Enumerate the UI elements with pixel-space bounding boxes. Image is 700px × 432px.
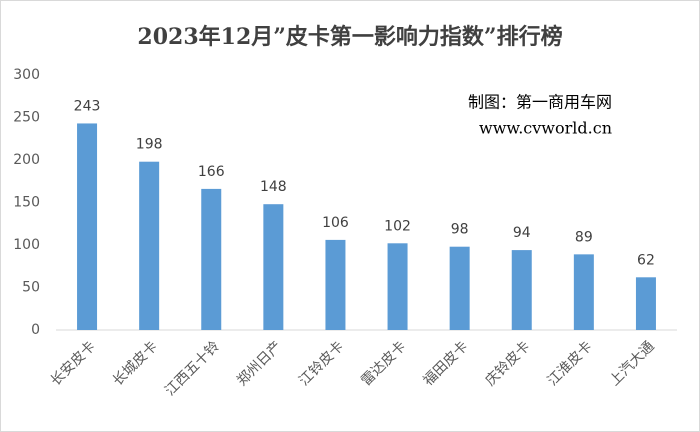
y-tick-label: 250 <box>13 110 40 126</box>
value-label: 148 <box>260 179 287 195</box>
value-label: 89 <box>575 229 593 245</box>
value-label: 62 <box>637 252 655 268</box>
y-tick-label: 100 <box>13 237 40 253</box>
value-label: 198 <box>136 137 163 153</box>
y-tick-label: 0 <box>31 322 40 338</box>
chart-title: 2023年12月”皮卡第一影响力指数”排行榜 <box>137 24 562 50</box>
annotation: 制图：第一商用车网 <box>468 93 612 112</box>
value-label: 166 <box>198 164 225 180</box>
bar <box>511 250 532 330</box>
value-label: 98 <box>451 222 469 238</box>
annotation: www.cvworld.cn <box>479 119 612 138</box>
bar <box>139 161 160 330</box>
value-label: 106 <box>322 215 349 231</box>
value-label: 102 <box>384 218 411 234</box>
value-label: 94 <box>513 225 531 241</box>
y-tick-label: 150 <box>13 195 40 211</box>
bar <box>635 277 656 330</box>
y-tick-label: 300 <box>13 67 40 83</box>
bar <box>77 123 98 330</box>
bar <box>573 254 594 330</box>
bar <box>201 188 222 330</box>
value-label: 243 <box>74 98 101 114</box>
bar <box>263 204 284 330</box>
bar <box>387 243 408 330</box>
y-tick-label: 50 <box>22 280 40 296</box>
bar <box>325 239 346 330</box>
bar <box>449 246 470 330</box>
y-tick-label: 200 <box>13 152 40 168</box>
